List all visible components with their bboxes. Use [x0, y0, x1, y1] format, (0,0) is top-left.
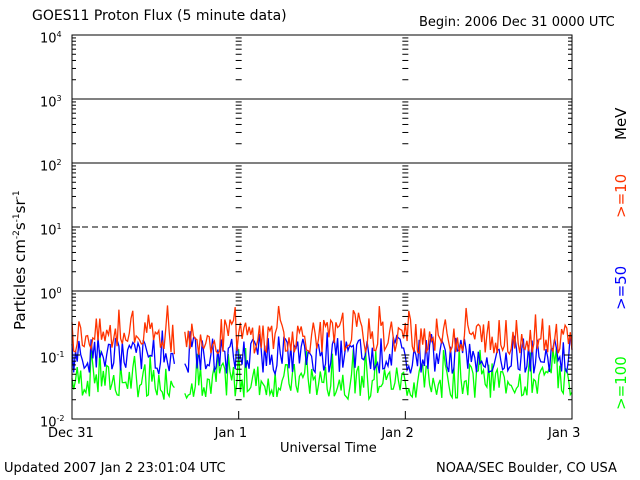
- energy-label-ge50: >=50: [612, 265, 630, 310]
- x-tick-label: Jan 2: [381, 426, 414, 441]
- y-tick-label: 10-2: [40, 414, 65, 431]
- energy-label-ge10: >=10: [612, 173, 630, 218]
- y-tick-label: 100: [40, 286, 62, 303]
- series-layer: [71, 305, 573, 402]
- y-tick-label: 103: [40, 94, 62, 111]
- y-tick-label: 102: [40, 158, 62, 175]
- y-tick-label: 104: [40, 30, 62, 47]
- x-tick-label: Dec 31: [48, 426, 94, 441]
- updated-timestamp: Updated 2007 Jan 2 23:01:04 UTC: [4, 461, 226, 476]
- series-line-ge100: [71, 347, 573, 402]
- y-axis-label: Particles cm-2s-1sr-1: [11, 190, 29, 330]
- series-line-ge10: [71, 305, 573, 356]
- x-axis-label: Universal Time: [280, 441, 377, 456]
- x-tick-label: Jan 3: [548, 426, 581, 441]
- day-boundary-ticks: [234, 37, 410, 420]
- begin-time: Begin: 2006 Dec 31 0000 UTC: [419, 15, 615, 30]
- y-tick-label: 10-1: [40, 350, 65, 367]
- axis-ticks: [71, 34, 573, 420]
- credit-text: NOAA/SEC Boulder, CO USA: [436, 461, 617, 476]
- series-line-ge50: [71, 330, 573, 377]
- chart-title: GOES11 Proton Flux (5 minute data): [32, 8, 287, 24]
- energy-label-ge100: >=100: [612, 356, 630, 410]
- x-tick-label: Jan 1: [214, 426, 248, 441]
- y-tick-label: 101: [40, 222, 62, 239]
- threshold-lines: [72, 98, 572, 292]
- energy-unit-label: MeV: [612, 107, 630, 140]
